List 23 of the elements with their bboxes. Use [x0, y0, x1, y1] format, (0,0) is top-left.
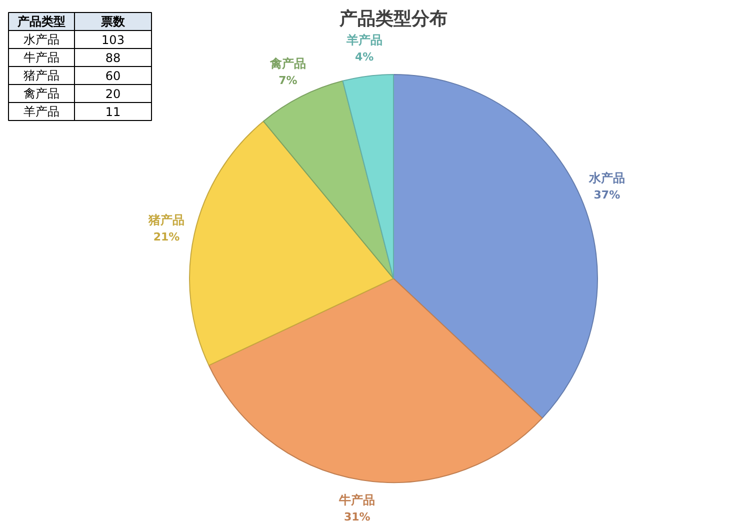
data-label: 4%	[355, 50, 374, 64]
text: 产品类型	[16, 14, 66, 28]
data-label: 88	[105, 51, 121, 65]
data-label: 20	[105, 87, 121, 101]
category-label: 禽产品	[24, 86, 60, 100]
data-label: 37%	[594, 188, 620, 202]
data-label: 31%	[344, 510, 370, 523]
slice-label: 水产品	[588, 171, 625, 186]
slice-label: 猪产品	[148, 212, 185, 227]
data-label: 7%	[278, 74, 298, 87]
slice-label: 羊产品	[345, 32, 382, 47]
category-label: 羊产品	[24, 104, 60, 118]
chart-title: 产品类型分布	[338, 8, 448, 28]
data-label: 11	[105, 105, 121, 119]
data-label: 21%	[153, 230, 180, 244]
data-label: 60	[105, 69, 121, 83]
category-label: 牛产品	[24, 50, 60, 64]
slice-label: 牛产品	[338, 493, 376, 508]
data-label: 103	[102, 33, 124, 47]
text: 票数	[100, 14, 126, 28]
category-label: 猪产品	[24, 68, 60, 82]
slice-label: 禽产品	[268, 56, 306, 70]
category-label: 水产品	[24, 32, 60, 46]
